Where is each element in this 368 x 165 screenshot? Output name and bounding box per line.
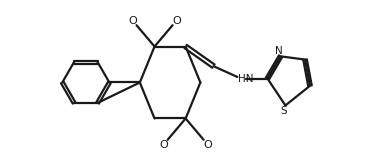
Text: N: N <box>275 46 283 56</box>
Text: S: S <box>280 106 287 116</box>
Text: O: O <box>159 140 168 150</box>
Text: O: O <box>173 16 181 26</box>
Text: HN: HN <box>238 74 254 84</box>
Text: O: O <box>204 140 212 150</box>
Text: O: O <box>128 16 137 26</box>
